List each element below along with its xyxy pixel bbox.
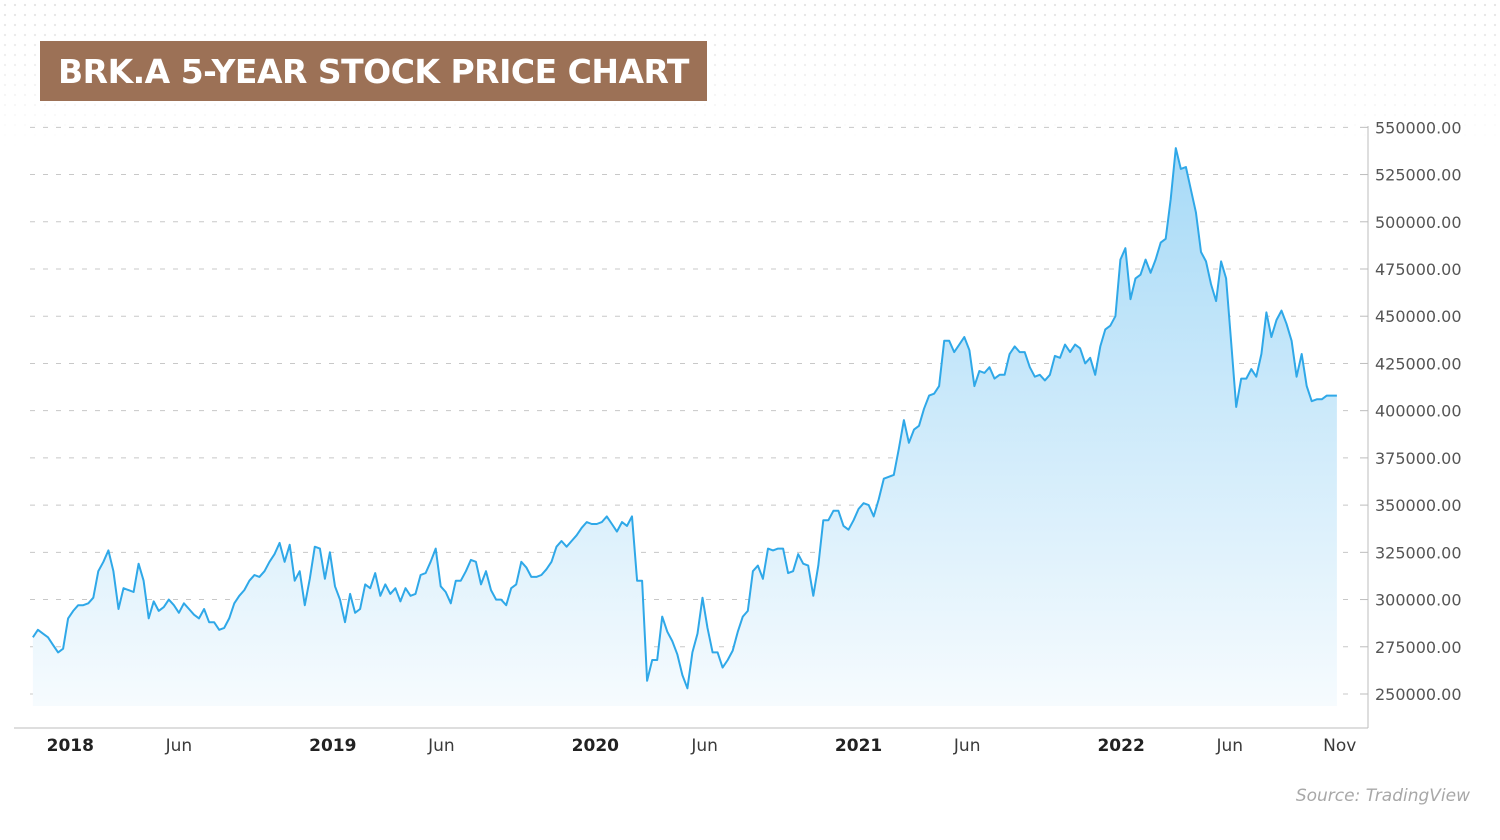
x-tick-label: 2022 bbox=[1097, 736, 1144, 756]
x-tick-label: 2020 bbox=[572, 736, 619, 756]
x-tick-label: Jun bbox=[165, 736, 193, 756]
y-tick-label: 400000.00 bbox=[1375, 402, 1462, 421]
x-axis-ticks: 2018 Jun 2019 Jun 2020 Jun 2021 Jun 2022 Jun Nov bbox=[47, 736, 1357, 756]
y-axis-ticks: 250000.00 275000.00 300000.00 325000.00 3500… bbox=[1360, 118, 1462, 704]
y-tick-label: 525000.00 bbox=[1375, 166, 1462, 185]
chart-title: BRK.A 5-YEAR STOCK PRICE CHART bbox=[58, 51, 689, 91]
x-tick-label: Jun bbox=[1215, 736, 1243, 756]
price-line bbox=[32, 147, 1337, 690]
x-tick-label: Jun bbox=[690, 736, 718, 756]
y-tick-label: 475000.00 bbox=[1375, 260, 1462, 279]
x-tick-label: Nov bbox=[1323, 736, 1356, 756]
source-note: Source: TradingView bbox=[1295, 786, 1470, 806]
y-tick-label: 275000.00 bbox=[1375, 638, 1462, 657]
x-tick-label: Jun bbox=[427, 736, 455, 756]
y-tick-label: 450000.00 bbox=[1375, 307, 1462, 326]
price-area-fill bbox=[32, 148, 1337, 707]
y-tick-label: 250000.00 bbox=[1375, 685, 1462, 704]
chart-title-banner: BRK.A 5-YEAR STOCK PRICE CHART bbox=[40, 41, 707, 101]
y-tick-label: 500000.00 bbox=[1375, 213, 1462, 232]
y-tick-label: 350000.00 bbox=[1375, 496, 1462, 515]
y-tick-label: 375000.00 bbox=[1375, 449, 1462, 468]
y-tick-label: 325000.00 bbox=[1375, 543, 1462, 562]
x-tick-label: 2018 bbox=[47, 736, 94, 756]
x-tick-label: 2019 bbox=[309, 736, 356, 756]
y-tick-label: 425000.00 bbox=[1375, 354, 1462, 373]
x-tick-label: Jun bbox=[953, 736, 981, 756]
y-tick-label: 300000.00 bbox=[1375, 591, 1462, 610]
y-tick-label: 550000.00 bbox=[1375, 118, 1462, 137]
x-tick-label: 2021 bbox=[835, 736, 882, 756]
